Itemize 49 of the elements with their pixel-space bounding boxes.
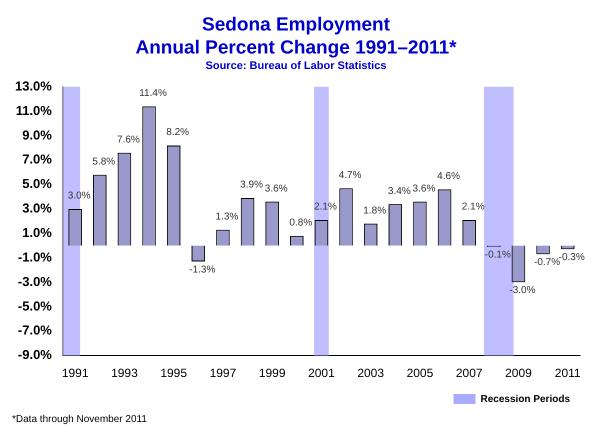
y-tick-label: -5.0% <box>18 298 52 314</box>
data-label: 7.6% <box>117 134 140 146</box>
data-label: 4.6% <box>437 171 460 182</box>
y-tick-label: -7.0% <box>18 322 52 338</box>
data-label: -3.0% <box>509 285 536 296</box>
y-tick-label: 9.0% <box>22 127 52 142</box>
x-tick-label: 1997 <box>210 366 237 380</box>
data-label: 2.1% <box>314 202 337 213</box>
y-tick-label: 11.0% <box>16 102 52 118</box>
chart-title: Sedona Employment <box>202 14 391 36</box>
data-label: 2.1% <box>462 202 485 213</box>
data-label: 11.4% <box>139 88 167 100</box>
data-label: 3.0% <box>68 190 91 202</box>
data-label: 8.2% <box>166 127 190 138</box>
x-tick-label: 1991 <box>62 366 89 380</box>
data-label: -0.7% <box>534 256 560 268</box>
text: *Data through November 2011 <box>11 414 148 425</box>
legend-label: Recession Periods <box>480 394 570 405</box>
data-label: 0.8% <box>289 218 312 229</box>
data-label: -0.3% <box>558 252 585 264</box>
x-tick-label: 1999 <box>258 366 286 380</box>
y-tick-label: 1.0% <box>22 224 52 240</box>
x-tick-label: 2005 <box>406 366 434 380</box>
y-tick-label: 13.0% <box>14 78 52 94</box>
y-tick-label: 5.0% <box>22 176 52 192</box>
y-tick-label: -3.0% <box>18 274 52 289</box>
source-note: Source: Bureau of Labor Statistics <box>206 60 386 72</box>
data-label: 5.8% <box>92 156 116 168</box>
data-label: 1.8% <box>363 205 386 216</box>
data-label: 3.6% <box>264 183 288 194</box>
x-tick-label: 1993 <box>111 366 138 380</box>
data-label: 3.9% <box>240 180 264 191</box>
x-tick-label: 2007 <box>456 366 483 380</box>
data-label: 1.3% <box>216 212 238 223</box>
chart-subtitle: Annual Percent Change 1991–2011* <box>135 37 458 58</box>
data-label: 4.7% <box>338 170 362 181</box>
data-label: -0.1% <box>484 250 511 261</box>
y-tick-label: -1.0% <box>18 249 52 264</box>
y-tick-label: -9.0% <box>18 347 52 362</box>
x-tick-label: 2009 <box>505 366 532 380</box>
y-tick-label: 7.0% <box>22 152 52 167</box>
data-label: -1.3% <box>189 264 216 276</box>
x-tick-label: 1995 <box>160 366 188 380</box>
y-tick-label: 3.0% <box>22 200 52 216</box>
x-tick-label: 2001 <box>308 366 336 380</box>
data-label: 3.6% <box>412 183 436 194</box>
x-tick-label: 2003 <box>357 366 384 380</box>
x-tick-label: 2011 <box>554 366 581 380</box>
data-label: 3.4% <box>388 186 411 197</box>
